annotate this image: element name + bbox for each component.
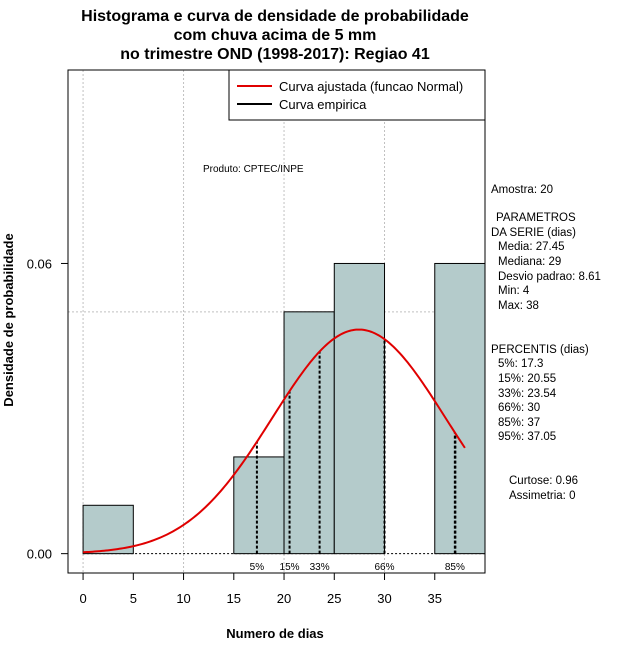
x-tick-label: 10 [176,591,190,606]
x-tick-label: 35 [428,591,442,606]
histogram-bar [283,311,335,555]
legend-label-empirical: Curva empirica [279,97,367,112]
percentile-label: 66% [375,562,395,573]
stat-p85: 85%: 37 [498,417,540,429]
normal-density-curve [83,328,466,554]
x-tick-label: 30 [377,591,391,606]
y-axis: 0.00 0.06 [27,256,69,562]
x-tick-label: 20 [277,591,291,606]
title-line-1: Histograma e curva de densidade de proba… [81,8,469,25]
percentile-labels: 5% 15% 33% 66% 85% [250,562,465,573]
product-label: Produto: CPTEC/INPE [203,164,304,175]
stat-median: Mediana: 29 [498,256,561,268]
histogram-bar [233,456,285,555]
title-line-2: com chuva acima de 5 mm [174,27,377,44]
percentile-label: 5% [250,562,265,573]
stat-stddev: Desvio padrao: 8.61 [498,271,601,283]
density-curve [83,328,466,554]
stat-mean: Media: 27.45 [498,241,565,253]
stat-p5: 5%: 17.3 [498,358,543,370]
x-axis-title: Numero de dias [226,626,324,641]
stat-min: Min: 4 [498,285,530,297]
histogram-bar [82,504,134,555]
x-tick-label: 15 [227,591,241,606]
stat-kurtosis: Curtose: 0.96 [509,475,578,487]
y-axis-title: Densidade de probabilidade [1,233,16,406]
stat-p95: 95%: 37.05 [498,431,556,443]
title-line-3: no trimestre OND (1998-2017): Regiao 41 [120,46,430,63]
percentile-label: 85% [445,562,465,573]
x-axis: 0 5 10 15 20 25 30 35 [79,572,442,606]
percentiles-header: PERCENTIS (dias) [491,344,589,356]
sample-size: Amostra: 20 [491,184,553,196]
stat-p33: 33%: 23.54 [498,388,557,400]
x-tick-label: 25 [327,591,341,606]
y-tick-label: 0.00 [27,547,52,562]
percentile-label: 33% [310,562,330,573]
stat-p15: 15%: 20.55 [498,373,556,385]
stat-p66: 66%: 30 [498,402,540,414]
legend-label-normal: Curva ajustada (funcao Normal) [279,79,463,94]
percentile-label: 15% [280,562,300,573]
histogram-bar [434,262,486,555]
stat-max: Max: 38 [498,300,539,312]
histogram-bars [82,262,486,555]
stat-skewness: Assimetria: 0 [509,490,575,502]
histogram-bar [333,262,386,555]
params-header-2: DA SERIE (dias) [491,227,576,239]
y-tick-label: 0.06 [27,256,52,271]
percentile-lines [255,339,457,554]
chart-title: Histograma e curva de densidade de proba… [81,8,469,63]
legend-box [228,69,486,121]
params-header-1: PARAMETROS [496,212,576,224]
x-tick-label: 5 [130,591,137,606]
stats-panel: Amostra: 20 PARAMETROS DA SERIE (dias) M… [491,184,601,502]
x-tick-label: 0 [79,591,86,606]
legend: Curva ajustada (funcao Normal) Curva emp… [228,69,486,121]
